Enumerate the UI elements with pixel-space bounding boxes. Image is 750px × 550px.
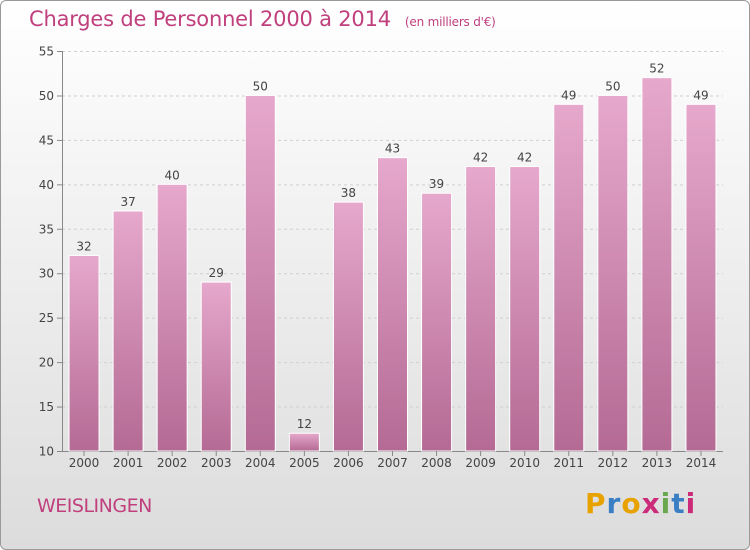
- bar-2006: [332, 201, 364, 452]
- data-label-2004: 50: [253, 79, 268, 93]
- data-label-2003: 29: [209, 266, 224, 280]
- x-tick-label-2008: 2008: [421, 456, 452, 470]
- bar-2001: [112, 210, 144, 452]
- logo-letter: o: [621, 487, 642, 520]
- logo-letter: i: [685, 487, 697, 520]
- x-tick-label-2003: 2003: [201, 456, 232, 470]
- y-tick-label: 20: [39, 356, 54, 370]
- x-tick-labels: 2000 2001 2002 2003 2004 2005 2006 2007 2008 2009…: [69, 451, 716, 470]
- bar-2003: [200, 281, 232, 452]
- bar-2009: [465, 166, 497, 452]
- bar-2007: [377, 157, 408, 452]
- y-tick-label: 15: [39, 400, 54, 414]
- data-label-2009: 42: [473, 151, 488, 165]
- commune-name: WEISLINGEN: [37, 495, 152, 517]
- y-tick-label: 25: [39, 311, 54, 325]
- bar-2004: [244, 94, 276, 452]
- bar-2012: [597, 94, 629, 452]
- bar-2002: [156, 183, 188, 452]
- data-label-2010: 42: [517, 151, 532, 165]
- x-tick-label-2001: 2001: [113, 456, 144, 470]
- y-tick-labels: 10 15 20 25 30 35 40 45 50 55: [39, 45, 54, 459]
- x-tick-label-2004: 2004: [245, 456, 276, 470]
- x-tick-label-2010: 2010: [509, 456, 540, 470]
- data-label-2007: 43: [385, 142, 400, 156]
- data-label-2008: 39: [429, 177, 444, 191]
- x-tick-label-2000: 2000: [69, 456, 100, 470]
- bar-2011: [553, 103, 585, 452]
- x-tick-label-2002: 2002: [157, 456, 188, 470]
- chart-title: Charges de Personnel 2000 à 2014 (en mill…: [29, 7, 496, 31]
- bar-2008: [421, 192, 453, 452]
- data-label-2005: 12: [297, 417, 312, 431]
- x-tick-label-2005: 2005: [289, 456, 320, 470]
- y-tick-label: 35: [39, 222, 54, 236]
- x-tick-label-2012: 2012: [598, 456, 629, 470]
- data-label-2000: 32: [76, 239, 91, 253]
- data-label-2001: 37: [120, 195, 135, 209]
- bar-2014: [685, 103, 717, 452]
- logo-letter: x: [641, 487, 661, 520]
- x-tick-label-2006: 2006: [333, 456, 364, 470]
- chart-title-text: Charges de Personnel 2000 à 2014: [29, 7, 391, 31]
- logo-letter: t: [671, 487, 686, 520]
- data-label-2002: 40: [165, 168, 180, 182]
- data-label-2006: 38: [341, 186, 356, 200]
- x-tick-label-2009: 2009: [465, 456, 496, 470]
- y-tick-label: 45: [39, 133, 54, 147]
- x-tick-label-2014: 2014: [686, 456, 717, 470]
- logo-letter: P: [585, 487, 607, 520]
- proxiti-logo: Proxiti: [585, 487, 696, 520]
- data-label-2013: 52: [649, 62, 664, 76]
- x-tick-label-2007: 2007: [377, 456, 408, 470]
- y-tick-label: 40: [39, 178, 54, 192]
- bars: [68, 77, 717, 452]
- chart-subtitle: (en milliers d'€): [404, 15, 496, 29]
- bar-2000: [68, 254, 100, 452]
- logo-letter: r: [606, 487, 622, 520]
- x-tick-label-2013: 2013: [642, 456, 673, 470]
- bar-2010: [509, 166, 541, 452]
- y-tick-label: 50: [39, 89, 54, 103]
- data-label-2012: 50: [605, 79, 620, 93]
- x-tick-label-2011: 2011: [553, 456, 584, 470]
- data-label-2011: 49: [561, 88, 576, 102]
- bar-2005: [288, 432, 320, 452]
- y-tick-label: 10: [39, 445, 54, 459]
- data-labels: 32 37 40 29 50 12 38 43 39 42 42 49 50 52 49: [76, 62, 708, 432]
- bar-2013: [641, 77, 673, 452]
- data-label-2014: 49: [693, 88, 708, 102]
- y-tick-label: 55: [39, 45, 54, 59]
- logo-letter: i: [660, 487, 672, 520]
- y-tick-label: 30: [39, 267, 54, 281]
